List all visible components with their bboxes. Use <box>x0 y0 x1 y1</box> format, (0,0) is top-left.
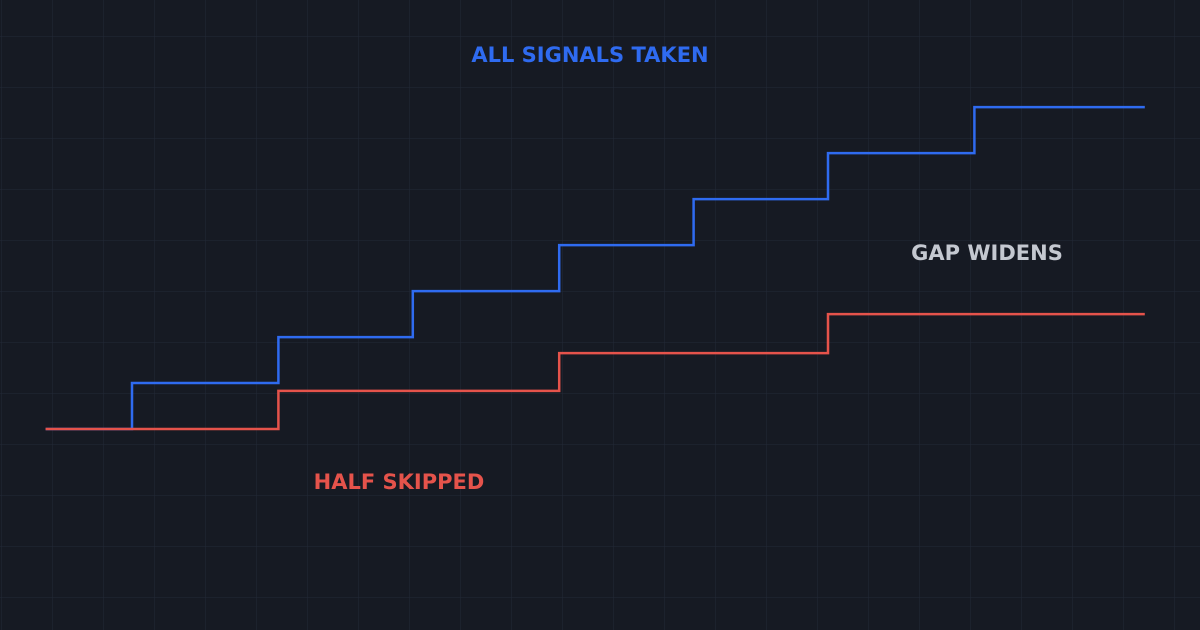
annotation: GAP WIDENS <box>911 241 1063 265</box>
series-label: ALL SIGNALS TAKEN <box>471 43 708 67</box>
series-label: HALF SKIPPED <box>314 470 485 494</box>
step-line <box>45 312 1145 431</box>
step-line <box>45 105 1145 431</box>
